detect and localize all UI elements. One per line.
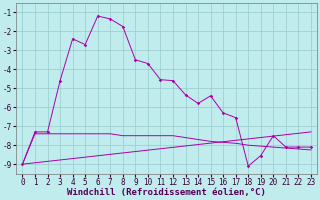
X-axis label: Windchill (Refroidissement éolien,°C): Windchill (Refroidissement éolien,°C): [67, 188, 266, 197]
